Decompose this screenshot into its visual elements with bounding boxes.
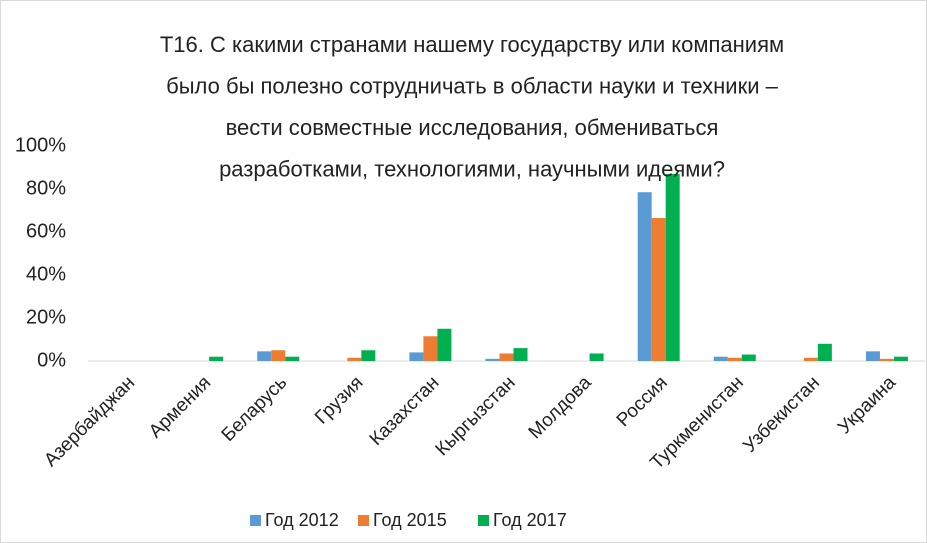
bar (437, 328, 452, 361)
chart-title: T16. С какими странами нашему государств… (160, 32, 784, 57)
bar (347, 357, 362, 361)
bar (665, 173, 680, 361)
y-tick-label: 100% (15, 134, 66, 156)
y-tick-label: 20% (26, 306, 66, 328)
bar (865, 351, 880, 361)
bar (817, 343, 832, 361)
legend-label: Год 2015 (373, 510, 447, 530)
bar (271, 350, 286, 361)
legend-swatch (250, 515, 261, 526)
legend-swatch (358, 515, 369, 526)
bar (285, 356, 300, 361)
bar (727, 357, 742, 361)
y-tick-label: 40% (26, 263, 66, 285)
bar (423, 336, 438, 361)
y-tick-label: 80% (26, 177, 66, 199)
chart-title: вести совместные исследования, обмениват… (226, 115, 719, 140)
legend-swatch (478, 515, 489, 526)
bar (741, 354, 756, 361)
bar (499, 353, 514, 361)
legend-label: Год 2012 (265, 510, 339, 530)
bar (589, 353, 604, 361)
y-tick-label: 60% (26, 220, 66, 242)
y-tick-label: 0% (37, 349, 66, 371)
bar (513, 348, 528, 361)
bar (713, 356, 728, 361)
bar (257, 351, 272, 361)
legend-label: Год 2017 (493, 510, 567, 530)
bar (209, 356, 224, 361)
bar (879, 358, 894, 361)
bar (485, 358, 500, 361)
bar (651, 218, 666, 361)
bar (637, 192, 652, 361)
chart-title: разработками, технологиями, научными иде… (219, 156, 725, 181)
bar (893, 356, 908, 361)
chart-title: было бы полезно сотрудничать в области н… (166, 73, 778, 98)
bar (409, 352, 424, 361)
bar (361, 350, 376, 361)
bar (803, 357, 818, 361)
